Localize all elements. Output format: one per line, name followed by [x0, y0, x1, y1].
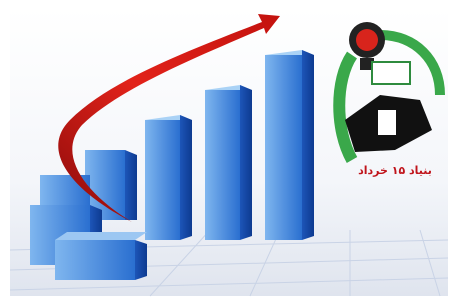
illustration: بنیاد ۱۵ خرداد	[0, 0, 458, 304]
logo-caption: بنیاد ۱۵ خرداد	[358, 164, 432, 177]
image: بنیاد ۱۵ خرداد	[0, 0, 458, 304]
